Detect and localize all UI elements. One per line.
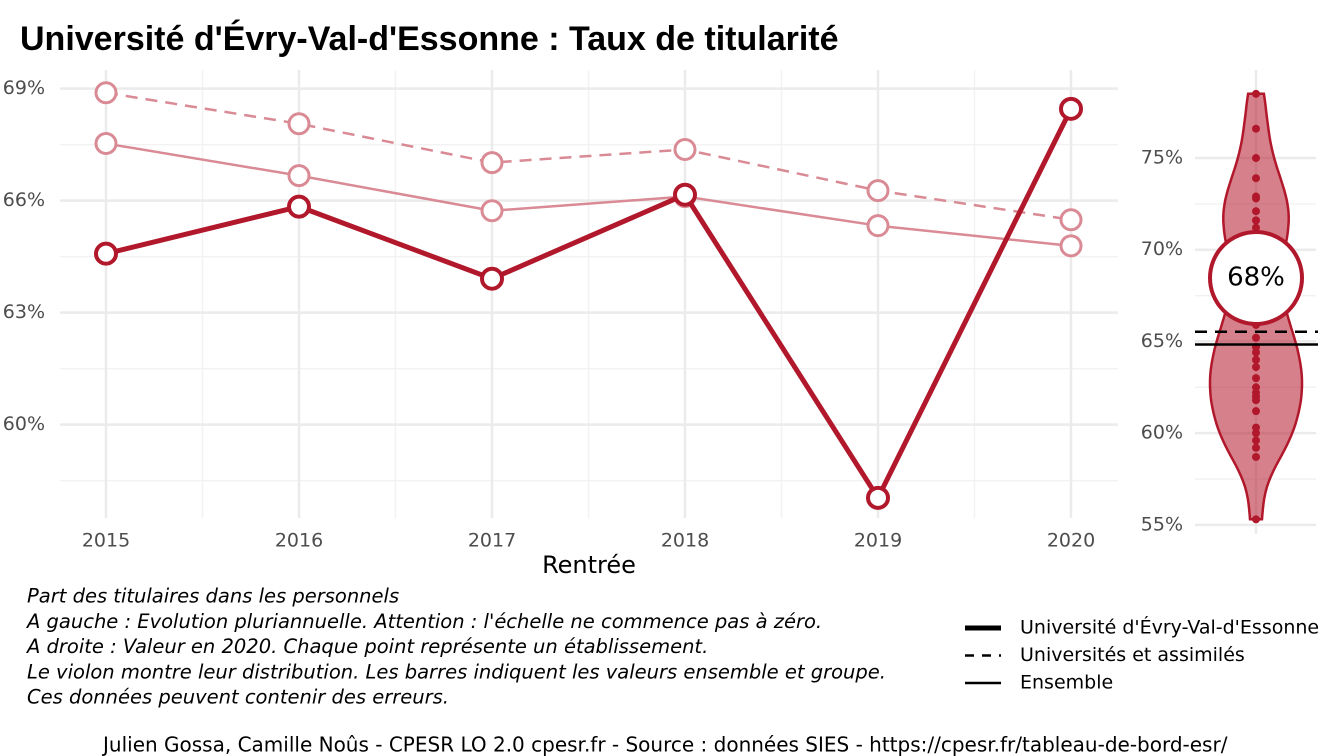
chart-title: Université d'Évry-Val-d'Essonne : Taux d… — [20, 20, 839, 58]
x-tick-label: 2017 — [468, 530, 516, 552]
point — [287, 164, 311, 188]
legend-label: Universités et assimilés — [1020, 644, 1245, 666]
series-line — [105, 142, 1072, 248]
y-tick-label: 69% — [3, 77, 45, 99]
point — [1252, 423, 1260, 432]
point — [480, 199, 504, 223]
point — [673, 138, 697, 162]
note: A gauche : Evolution pluriannuelle. Atte… — [25, 610, 822, 633]
point — [866, 485, 890, 510]
point — [1252, 124, 1260, 133]
legend-label: Université d'Évry-Val-d'Essonne — [1020, 616, 1319, 639]
point — [1252, 333, 1260, 342]
series-line — [105, 91, 1072, 221]
point — [1252, 452, 1260, 461]
point — [1059, 96, 1083, 121]
point — [480, 266, 504, 291]
point — [1252, 396, 1260, 405]
point — [866, 179, 890, 203]
y-tick-label: 66% — [3, 189, 45, 211]
point — [1252, 207, 1260, 216]
point — [673, 182, 697, 207]
highlight-marker — [1208, 229, 1304, 326]
point — [1252, 407, 1260, 416]
point — [1252, 436, 1260, 445]
y-tick-label: 65% — [1141, 330, 1183, 352]
point — [94, 81, 118, 105]
point — [1252, 383, 1260, 392]
point — [1252, 374, 1260, 383]
x-tick-label: 2016 — [275, 530, 323, 552]
point — [287, 112, 311, 136]
series-line — [105, 107, 1074, 503]
source: Julien Gossa, Camille Noûs - CPESR LO 2.… — [101, 733, 1228, 756]
point — [1252, 89, 1260, 98]
point — [94, 132, 118, 156]
y-tick-label: 60% — [1141, 422, 1183, 444]
point — [1252, 174, 1260, 183]
point — [480, 151, 504, 175]
legend-label: Ensemble — [1020, 672, 1113, 694]
x-tick-label: 2019 — [854, 530, 902, 552]
x-tick-label: 2015 — [82, 530, 130, 552]
point — [1252, 194, 1260, 203]
point — [94, 241, 118, 266]
x-tick-label: 2018 — [661, 530, 709, 552]
x-axis-title: Rentrée — [542, 551, 636, 579]
point — [1252, 348, 1260, 357]
point — [1252, 515, 1260, 524]
note: Ces données peuvent contenir des erreurs… — [27, 686, 449, 709]
point — [1059, 234, 1083, 258]
point — [287, 194, 311, 219]
point — [1252, 223, 1260, 232]
note: A droite : Valeur en 2020. Chaque point … — [25, 635, 708, 658]
x-tick-label: 2020 — [1047, 530, 1095, 552]
point — [1252, 216, 1260, 225]
value-label: 68% — [1227, 262, 1285, 292]
y-tick-label: 75% — [1141, 147, 1183, 169]
point — [1252, 154, 1260, 163]
y-tick-label: 70% — [1141, 238, 1183, 260]
y-tick-label: 55% — [1141, 513, 1183, 535]
point — [1059, 208, 1083, 232]
point — [1252, 355, 1260, 364]
point — [866, 214, 890, 238]
point — [1252, 429, 1260, 438]
point — [1252, 443, 1260, 452]
note: Part des titulaires dans les personnels — [27, 585, 399, 608]
note: Le violon montre leur distribution. Les … — [27, 660, 886, 683]
point — [1252, 363, 1260, 372]
y-tick-label: 63% — [3, 301, 45, 323]
y-tick-label: 60% — [3, 413, 45, 435]
